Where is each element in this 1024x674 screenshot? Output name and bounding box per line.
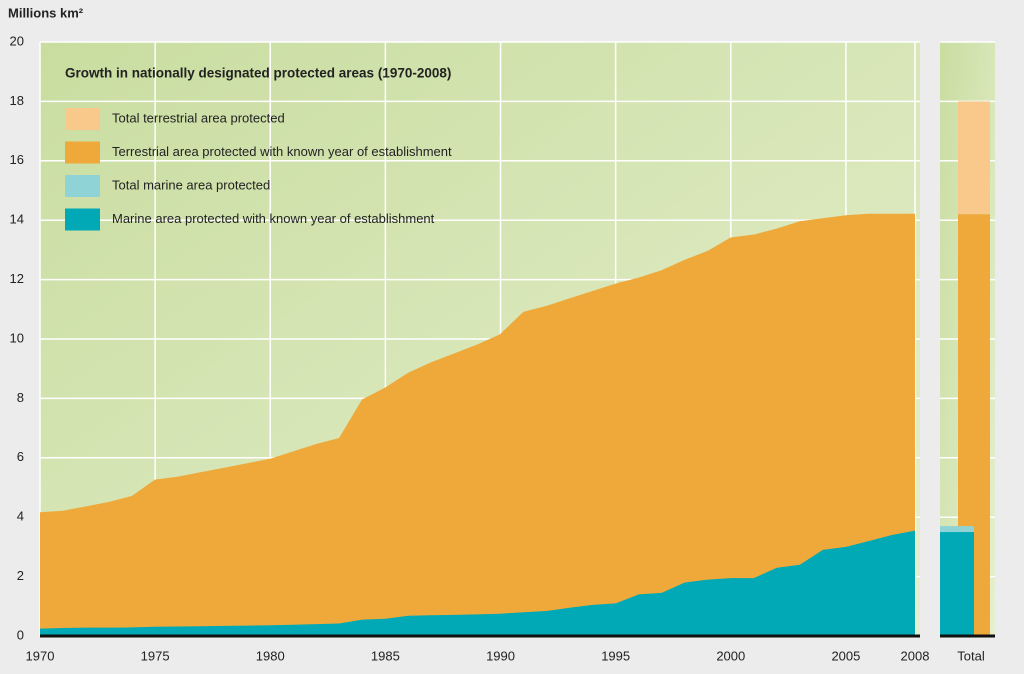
known-bar [940, 532, 974, 636]
area-fill [40, 214, 915, 629]
y-tick-label: 20 [10, 33, 24, 48]
x-tick-label: 1990 [486, 648, 515, 663]
y-tick-label: 8 [17, 390, 24, 405]
x-tick-label: 1985 [371, 648, 400, 663]
y-tick-label: 10 [10, 330, 24, 345]
y-tick-label: 4 [17, 509, 24, 524]
legend-swatch [65, 141, 100, 164]
area-edge [39, 213, 915, 514]
x-tick-label: 1975 [141, 648, 170, 663]
legend-swatch [65, 208, 100, 231]
legend-swatch [65, 175, 100, 197]
x-tick-label: Total [957, 648, 985, 663]
y-tick-label: 14 [10, 212, 24, 227]
total-bar [958, 101, 990, 215]
y-tick-label: 18 [10, 93, 24, 108]
x-tick-label: 1970 [26, 648, 55, 663]
legend-label: Marine area protected with known year of… [112, 211, 435, 226]
total-bar [940, 526, 974, 533]
x-tick-label: 2000 [716, 648, 745, 663]
y-tick-label: 6 [17, 449, 24, 464]
y-tick-label: 0 [17, 627, 24, 642]
legend-swatch [65, 108, 100, 130]
x-tick-label: 1995 [601, 648, 630, 663]
chart-title: Growth in nationally designated protecte… [65, 66, 451, 81]
legend-label: Total terrestrial area protected [112, 110, 285, 125]
x-tick-label: 2008 [901, 648, 930, 663]
y-tick-label: 16 [10, 152, 24, 167]
y-tick-label: 2 [17, 568, 24, 583]
x-tick-label: 1980 [256, 648, 285, 663]
area-fill [40, 530, 915, 636]
x-tick-label: 2005 [831, 648, 860, 663]
y-tick-label: 12 [10, 271, 24, 286]
legend-label: Total marine area protected [112, 177, 270, 192]
legend-label: Terrestrial area protected with known ye… [112, 144, 452, 159]
y-axis-label: Millions km² [8, 5, 84, 20]
